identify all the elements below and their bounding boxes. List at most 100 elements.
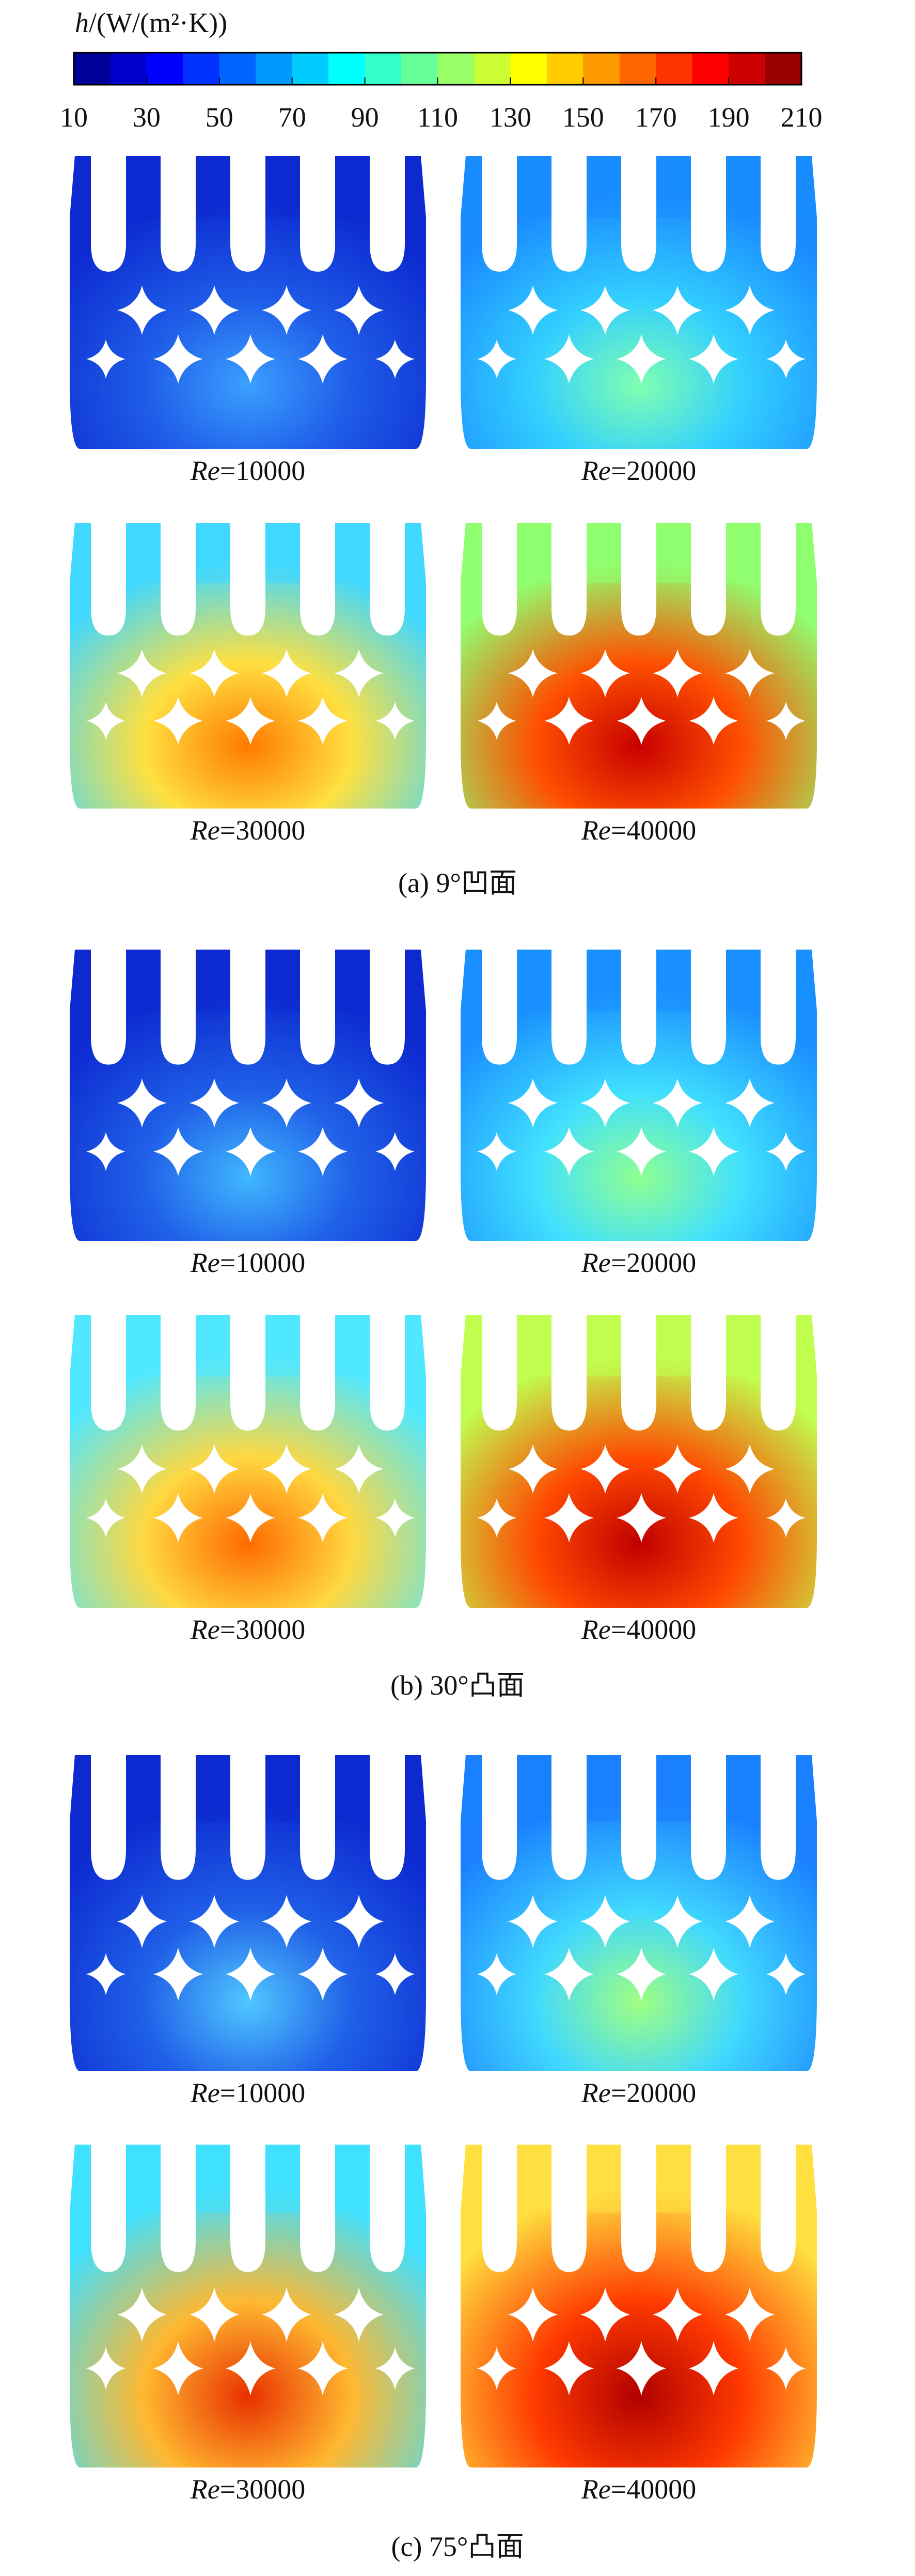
- hole: [725, 1444, 775, 1494]
- re-value: =10000: [220, 455, 305, 486]
- re-symbol: Re: [190, 2077, 220, 2108]
- slot: [161, 522, 196, 636]
- slot: [370, 2143, 405, 2272]
- hole: [375, 1132, 415, 1171]
- colorbar-block: [183, 53, 220, 85]
- slot: [300, 1314, 335, 1431]
- re-value: =30000: [220, 2474, 305, 2505]
- slot: [482, 522, 517, 636]
- hole: [580, 1444, 630, 1494]
- colorbar-block: [401, 53, 438, 85]
- colorbar-block: [292, 53, 329, 85]
- slot: [300, 522, 335, 636]
- slot: [482, 1753, 517, 1880]
- re-value: =20000: [611, 2077, 696, 2108]
- colorbar-tick-label: 130: [490, 102, 531, 133]
- slot: [761, 2143, 796, 2272]
- contour-panel: [70, 1753, 426, 2071]
- colorbar-block: [583, 53, 620, 85]
- re-symbol: Re: [581, 455, 611, 486]
- hole: [617, 1947, 666, 2001]
- hole: [689, 334, 738, 384]
- hole: [689, 2341, 738, 2396]
- hole: [508, 1444, 558, 1494]
- hole: [153, 1947, 203, 2001]
- hole: [725, 649, 775, 697]
- hole: [334, 2287, 384, 2342]
- colorbar-block: [474, 53, 511, 85]
- panel-label: Re=20000: [581, 455, 696, 486]
- colorbar-tick-label: 150: [562, 102, 604, 133]
- slot: [621, 1314, 656, 1431]
- colorbar-tick-label: 190: [708, 102, 750, 133]
- colorbar-block: [437, 53, 475, 85]
- hole: [544, 696, 594, 745]
- hole: [653, 649, 702, 697]
- hole: [477, 1132, 516, 1171]
- hole: [544, 2341, 594, 2396]
- slot: [621, 2143, 656, 2272]
- contour-panel: [461, 1314, 817, 1608]
- hole: [544, 1947, 594, 2001]
- slot: [551, 1314, 587, 1431]
- hole: [580, 649, 630, 697]
- contour-panel: [70, 949, 426, 1241]
- hole: [544, 1493, 594, 1543]
- panel-body: [461, 950, 817, 1241]
- hole: [689, 1947, 738, 2001]
- hole: [262, 2287, 311, 2342]
- hole: [262, 649, 311, 697]
- contour-panel: [461, 2143, 817, 2468]
- colorbar-tick-label: 50: [206, 102, 233, 133]
- slot: [482, 1314, 517, 1431]
- colorbar-block: [692, 53, 729, 85]
- hole: [86, 1953, 125, 1995]
- slot: [761, 1753, 796, 1880]
- hole: [153, 334, 203, 384]
- hole: [334, 1078, 384, 1128]
- panel-label: Re=10000: [190, 2077, 305, 2108]
- hole: [86, 1132, 125, 1171]
- slot: [370, 522, 405, 636]
- hole: [653, 1895, 702, 1948]
- slot: [621, 155, 656, 272]
- hole: [334, 285, 384, 335]
- re-value: =20000: [611, 1247, 696, 1278]
- hole: [298, 1493, 348, 1543]
- slot: [691, 1314, 726, 1431]
- hole: [580, 1895, 630, 1948]
- colorbar-tick-label: 170: [635, 102, 677, 133]
- hole: [653, 285, 702, 335]
- panel-body: [70, 1755, 426, 2071]
- panel-label: Re=10000: [190, 455, 305, 486]
- slot: [691, 1753, 726, 1880]
- slot: [230, 1753, 265, 1880]
- slot: [161, 155, 196, 272]
- colorbar-block: [328, 53, 366, 85]
- re-symbol: Re: [190, 1247, 220, 1278]
- re-value: =40000: [611, 1614, 696, 1645]
- hole: [375, 702, 415, 740]
- panel-label: Re=30000: [190, 1614, 305, 1645]
- slot: [161, 1753, 196, 1880]
- hole: [580, 2287, 630, 2342]
- hole: [153, 696, 203, 745]
- hole: [262, 1078, 311, 1128]
- slot: [91, 155, 126, 272]
- hole: [653, 1078, 702, 1128]
- hole: [153, 2341, 203, 2396]
- hole: [86, 702, 125, 740]
- hole: [508, 649, 558, 697]
- hole: [117, 1895, 167, 1948]
- hole: [226, 1127, 275, 1176]
- colorbar-tick-label: 110: [417, 102, 458, 133]
- hole: [375, 339, 415, 379]
- slot: [230, 949, 265, 1065]
- slot: [161, 1314, 196, 1431]
- panel-label: Re=40000: [581, 815, 696, 846]
- hole: [226, 1493, 275, 1543]
- hole: [725, 2287, 775, 2342]
- slot: [300, 949, 335, 1065]
- hole: [190, 285, 239, 335]
- hole: [766, 1498, 806, 1538]
